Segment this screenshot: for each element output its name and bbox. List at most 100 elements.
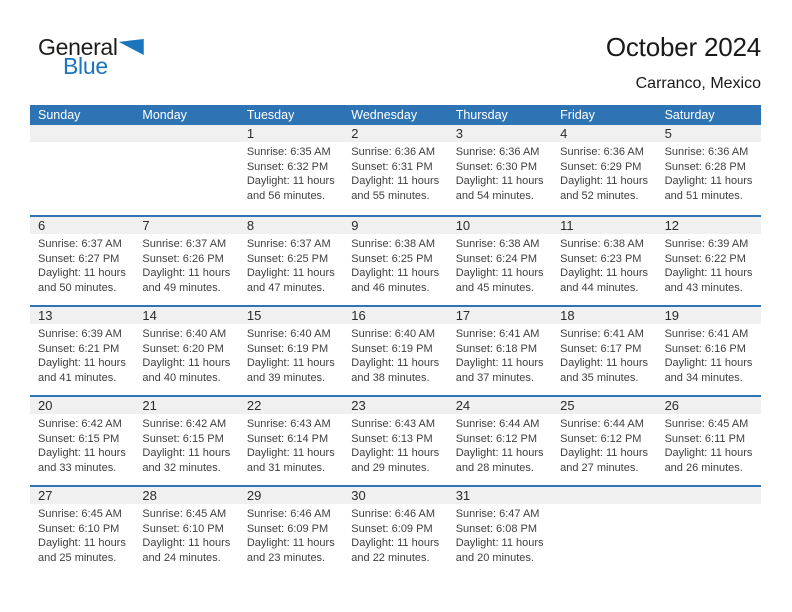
daylight-text: Daylight: 11 hours and 31 minutes. [246,447,335,474]
day-cell-17: 17 Sunrise: 6:41 AM Sunset: 6:18 PM Dayligh… [447,307,553,395]
day-details: Sunrise: 6:40 AM Sunset: 6:20 PM Daylight:… [134,324,238,385]
daylight-text: Daylight: 11 hours and 45 minutes. [455,267,544,294]
sunset-text: Sunset: 6:20 PM [142,342,224,355]
sunrise-text: Sunrise: 6:43 AM [246,418,331,430]
day-cell-16: 16 Sunrise: 6:40 AM Sunset: 6:19 PM Dayligh… [343,307,448,395]
day-number-band: 12 [656,217,761,234]
day-details: Sunrise: 6:36 AM Sunset: 6:28 PM Daylight:… [657,142,761,203]
day-details: Sunrise: 6:37 AM Sunset: 6:25 PM Daylight:… [239,234,343,295]
day-cell-27: 27 Sunrise: 6:45 AM Sunset: 6:10 PM Dayligh… [30,487,135,575]
sunset-text: Sunset: 6:12 PM [560,432,642,445]
day-number: 25 [560,398,575,413]
sunset-text: Sunset: 6:29 PM [560,160,642,173]
daylight-text: Daylight: 11 hours and 26 minutes. [664,447,753,474]
day-number-band: 10 [447,217,553,234]
day-details: Sunrise: 6:40 AM Sunset: 6:19 PM Daylight:… [239,324,343,385]
daylight-text: Daylight: 11 hours and 23 minutes. [246,537,335,564]
day-cell-22: 22 Sunrise: 6:43 AM Sunset: 6:14 PM Dayligh… [238,397,344,485]
sunrise-text: Sunrise: 6:38 AM [455,238,540,250]
day-details: Sunrise: 6:38 AM Sunset: 6:23 PM Daylight:… [552,234,656,295]
day-number-band: 4 [552,125,657,142]
daylight-text: Daylight: 11 hours and 35 minutes. [560,357,648,384]
sunrise-text: Sunrise: 6:44 AM [560,418,644,430]
day-cell-6: 6 Sunrise: 6:37 AM Sunset: 6:27 PM Daylight… [30,217,135,305]
day-number: 11 [560,218,574,233]
day-cell-20: 20 Sunrise: 6:42 AM Sunset: 6:15 PM Dayligh… [30,397,135,485]
sunrise-text: Sunrise: 6:39 AM [664,238,749,250]
day-number: 14 [142,308,157,323]
sunset-text: Sunset: 6:14 PM [246,432,329,445]
day-number: 7 [142,218,150,233]
sunset-text: Sunset: 6:26 PM [142,252,224,265]
sunrise-text: Sunrise: 6:45 AM [664,418,749,430]
day-number: 3 [455,126,463,141]
day-number: 21 [142,398,157,413]
day-number: 26 [664,398,680,413]
sunrise-text: Sunrise: 6:41 AM [455,328,540,340]
sunrise-text: Sunrise: 6:44 AM [455,418,540,430]
sunset-text: Sunset: 6:24 PM [455,252,538,265]
day-number-band: 9 [343,217,448,234]
sunset-text: Sunset: 6:28 PM [664,160,746,173]
sunrise-text: Sunrise: 6:41 AM [560,328,644,340]
day-details: Sunrise: 6:43 AM Sunset: 6:14 PM Daylight:… [239,414,343,475]
day-number: 16 [351,308,366,323]
daylight-text: Daylight: 11 hours and 49 minutes. [142,267,231,294]
day-cell-2: 2 Sunrise: 6:36 AM Sunset: 6:31 PM Daylight… [343,125,448,215]
sunrise-text: Sunrise: 6:41 AM [664,328,749,340]
daylight-text: Daylight: 11 hours and 50 minutes. [38,267,126,294]
day-details: Sunrise: 6:45 AM Sunset: 6:11 PM Daylight:… [657,414,761,475]
day-cell-4: 4 Sunrise: 6:36 AM Sunset: 6:29 PM Daylight… [552,125,657,215]
sunset-text: Sunset: 6:30 PM [455,160,538,173]
logo-triangle-icon [118,39,144,55]
sunset-text: Sunset: 6:25 PM [246,252,329,265]
sunset-text: Sunset: 6:27 PM [38,252,120,265]
day-number-band: 6 [30,217,135,234]
sunset-text: Sunset: 6:32 PM [246,160,329,173]
logo-text-blue: Blue [63,53,108,79]
sunrise-text: Sunrise: 6:47 AM [455,508,540,520]
day-details: Sunrise: 6:36 AM Sunset: 6:30 PM Daylight:… [448,142,552,203]
day-cell-1: 1 Sunrise: 6:35 AM Sunset: 6:32 PM Daylight… [238,125,344,215]
week-row: 20 Sunrise: 6:42 AM Sunset: 6:15 PM Dayligh… [30,395,761,485]
daylight-text: Daylight: 11 hours and 34 minutes. [664,357,753,384]
sunset-text: Sunset: 6:21 PM [38,342,120,355]
page-title: October 2024 [605,32,761,62]
sunset-text: Sunset: 6:23 PM [560,252,642,265]
day-cell-11: 11 Sunrise: 6:38 AM Sunset: 6:23 PM Dayligh… [552,217,657,305]
daylight-text: Daylight: 11 hours and 39 minutes. [246,357,335,384]
day-details: Sunrise: 6:36 AM Sunset: 6:31 PM Daylight:… [343,142,447,203]
day-cell-30: 30 Sunrise: 6:46 AM Sunset: 6:09 PM Dayligh… [343,487,448,575]
day-number: 15 [246,308,262,323]
day-cell-13: 13 Sunrise: 6:39 AM Sunset: 6:21 PM Dayligh… [30,307,135,395]
day-cell-18: 18 Sunrise: 6:41 AM Sunset: 6:17 PM Dayligh… [552,307,657,395]
sunrise-text: Sunrise: 6:37 AM [142,238,227,250]
daylight-text: Daylight: 11 hours and 56 minutes. [246,175,335,202]
day-cell-empty [30,125,135,215]
sunrise-text: Sunrise: 6:37 AM [246,238,331,250]
daylight-text: Daylight: 11 hours and 55 minutes. [351,175,440,202]
sunset-text: Sunset: 6:15 PM [38,432,120,445]
day-details: Sunrise: 6:46 AM Sunset: 6:09 PM Daylight:… [239,504,343,565]
daylight-text: Daylight: 11 hours and 40 minutes. [142,357,231,384]
day-number: 2 [351,126,359,141]
day-number: 31 [455,488,471,503]
sunset-text: Sunset: 6:22 PM [664,252,746,265]
daylight-text: Daylight: 11 hours and 29 minutes. [351,447,440,474]
day-number-band: 23 [343,397,448,414]
day-cell-15: 15 Sunrise: 6:40 AM Sunset: 6:19 PM Dayligh… [238,307,344,395]
week-row: 13 Sunrise: 6:39 AM Sunset: 6:21 PM Dayligh… [30,305,761,395]
sunset-text: Sunset: 6:31 PM [351,160,433,173]
day-details: Sunrise: 6:37 AM Sunset: 6:27 PM Daylight:… [30,234,134,295]
day-number-band [656,487,761,504]
weekday-header-wednesday: Wednesday [351,108,418,122]
day-details: Sunrise: 6:42 AM Sunset: 6:15 PM Daylight:… [30,414,134,475]
day-number-band: 16 [343,307,448,324]
sunrise-text: Sunrise: 6:38 AM [560,238,644,250]
day-number: 8 [246,218,255,233]
daylight-text: Daylight: 11 hours and 27 minutes. [560,447,648,474]
sunset-text: Sunset: 6:08 PM [455,522,538,535]
day-details: Sunrise: 6:38 AM Sunset: 6:25 PM Daylight:… [343,234,447,295]
day-number-band: 3 [447,125,553,142]
sunset-text: Sunset: 6:12 PM [455,432,538,445]
